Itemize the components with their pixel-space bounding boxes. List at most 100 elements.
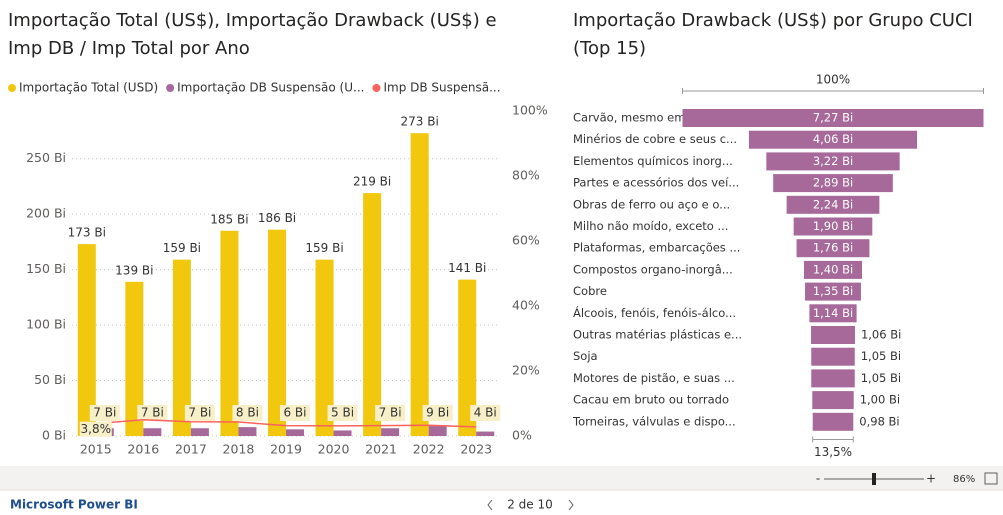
data-label-bg xyxy=(470,405,501,421)
data-label-bg xyxy=(79,421,112,437)
bar xyxy=(220,230,239,436)
data-label: 7 Bi xyxy=(93,406,116,420)
bracket xyxy=(682,88,984,94)
page-indicator: 2 de 10 xyxy=(507,498,553,512)
category-label: Soja xyxy=(573,349,598,363)
data-label: 1,14 Bi xyxy=(813,306,853,320)
data-label-bg xyxy=(327,405,358,421)
x-tick-label: 2016 xyxy=(127,442,159,457)
data-label: 159 Bi xyxy=(163,241,201,255)
category-label: Outras matérias plásticas e... xyxy=(573,328,742,342)
y-tick-label: 250 Bi xyxy=(26,150,66,165)
data-label: 8 Bi xyxy=(236,406,259,420)
bar xyxy=(143,428,162,436)
chart-title: Imp DB / Imp Total por Ano xyxy=(8,38,250,59)
data-label: 185 Bi xyxy=(210,212,248,226)
bar xyxy=(77,244,96,436)
y2-tick-label: 100% xyxy=(512,103,548,118)
x-tick-label: 2023 xyxy=(460,442,492,457)
y-tick-label: 200 Bi xyxy=(26,206,66,221)
bar xyxy=(458,279,477,436)
x-tick-label: 2021 xyxy=(365,442,397,457)
legend-marker xyxy=(372,84,381,92)
data-label-bg xyxy=(89,405,120,421)
data-label: 0,98 Bi xyxy=(859,414,899,428)
funnel-bar xyxy=(812,391,854,410)
category-label: Milho não moído, exceto ... xyxy=(573,219,728,233)
data-label: 159 Bi xyxy=(305,241,343,255)
y2-tick-label: 0% xyxy=(512,428,532,443)
funnel-bar xyxy=(773,174,893,193)
data-label-bg xyxy=(422,405,453,421)
next-page[interactable] xyxy=(568,499,574,511)
data-label: 7 Bi xyxy=(141,406,164,420)
data-label: 1,00 Bi xyxy=(860,393,900,407)
data-label: 3,22 Bi xyxy=(813,154,853,168)
data-label: 273 Bi xyxy=(401,115,439,129)
legend-marker xyxy=(166,84,175,92)
data-label: 7 Bi xyxy=(188,406,211,420)
data-label-bg xyxy=(137,405,168,421)
category-label: Cacau em bruto ou torrado xyxy=(573,393,729,407)
category-label: Elementos químicos inorg... xyxy=(573,154,733,168)
y-tick-label: 0 Bi xyxy=(42,428,66,443)
funnel-bar xyxy=(796,239,870,258)
y-tick-label: 150 Bi xyxy=(26,261,66,276)
funnel-bar xyxy=(812,412,854,431)
funnel-bar xyxy=(748,130,918,149)
bar xyxy=(315,259,334,436)
zoom-in[interactable]: + xyxy=(926,472,936,486)
legend-label: Importação DB Suspensão (U... xyxy=(177,81,364,95)
chart-title: Importação Drawback (US$) por Grupo CUCI xyxy=(573,10,973,31)
x-tick-label: 2020 xyxy=(318,442,350,457)
funnel-top-label: 100% xyxy=(816,73,850,87)
x-tick-label: 2015 xyxy=(80,442,112,457)
category-label: Álcoois, fenóis, fenóis-álco... xyxy=(573,305,736,320)
data-label: 219 Bi xyxy=(353,175,391,189)
funnel-bar xyxy=(811,369,855,388)
data-label: 1,90 Bi xyxy=(813,219,853,233)
bar xyxy=(268,229,286,436)
funnel-bar xyxy=(793,217,873,236)
data-label-bg xyxy=(184,405,215,421)
brand[interactable]: Microsoft Power BI xyxy=(10,498,138,512)
data-label: 2,24 Bi xyxy=(813,197,853,211)
data-label: 141 Bi xyxy=(448,261,486,275)
category-label: Compostos organo-inorgâ... xyxy=(573,262,733,276)
category-label: Motores de pistão, e suas ... xyxy=(573,371,735,385)
data-label: 7,27 Bi xyxy=(813,111,853,125)
bar xyxy=(381,428,400,436)
chart-title: (Top 15) xyxy=(573,38,646,59)
data-label: 5 Bi xyxy=(331,406,354,420)
fit-page[interactable] xyxy=(984,472,998,485)
data-label-bg xyxy=(232,405,263,421)
bar xyxy=(286,429,304,436)
zoom-bar xyxy=(0,466,1003,490)
funnel-bar xyxy=(811,347,855,366)
zoom-level: 86% xyxy=(953,474,975,485)
prev-page[interactable] xyxy=(487,499,493,511)
data-label: 3,8% xyxy=(81,422,112,436)
y2-tick-label: 40% xyxy=(512,298,540,313)
category-label: Plataformas, embarcações ... xyxy=(573,241,740,255)
zoom-out[interactable]: - xyxy=(816,472,820,486)
data-label: 2,89 Bi xyxy=(813,176,853,190)
data-label: 1,06 Bi xyxy=(861,328,901,342)
bar xyxy=(238,427,257,436)
data-label-bg xyxy=(280,405,310,421)
x-tick-label: 2022 xyxy=(413,442,445,457)
zoom-thumb[interactable] xyxy=(872,473,876,485)
data-label: 1,05 Bi xyxy=(861,371,901,385)
x-tick-label: 2019 xyxy=(270,442,302,457)
legend-label: Imp DB Suspensã... xyxy=(383,81,500,95)
line xyxy=(95,418,477,428)
x-tick-label: 2017 xyxy=(175,442,207,457)
bar xyxy=(190,428,209,436)
data-label: 1,40 Bi xyxy=(813,262,853,276)
data-label: 1,35 Bi xyxy=(813,284,853,298)
bar xyxy=(476,431,495,436)
category-label: Cobre xyxy=(573,284,607,298)
bar xyxy=(428,426,447,436)
x-tick-label: 2018 xyxy=(223,442,255,457)
